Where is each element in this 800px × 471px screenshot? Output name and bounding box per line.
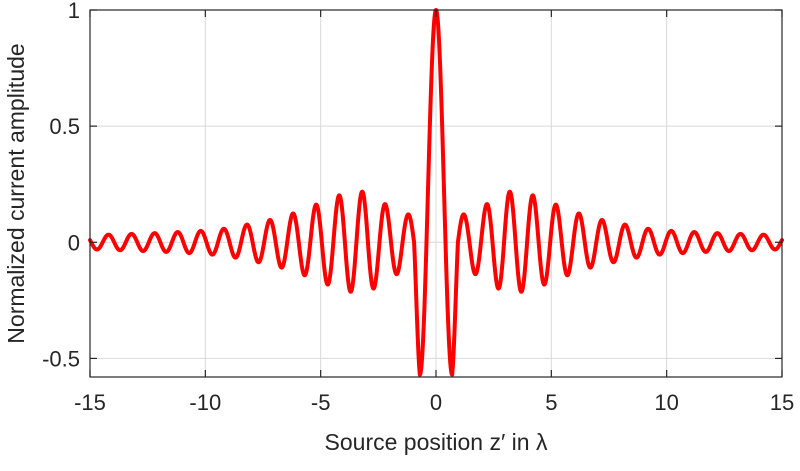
x-tick-label: -5 (311, 390, 331, 415)
y-tick-label: -0.5 (42, 346, 80, 371)
grid (89, 9, 783, 377)
x-tick-labels: -15 -10 -5 0 5 10 15 (74, 390, 794, 415)
x-tick-label: 15 (770, 390, 794, 415)
y-tick-label: 0.5 (49, 114, 80, 139)
x-tick-label: -15 (74, 390, 106, 415)
y-tick-labels: -0.5 0 0.5 1 (42, 0, 80, 371)
y-tick-label: 1 (68, 0, 80, 23)
y-axis-label: Normalized current amplitude (3, 43, 29, 343)
y-tick-label: 0 (68, 230, 80, 255)
x-axis-label: Source position z′ in λ (325, 429, 548, 455)
x-tick-label: 10 (654, 390, 678, 415)
x-tick-label: 0 (430, 390, 442, 415)
ticks (89, 9, 783, 377)
x-tick-label: 5 (545, 390, 557, 415)
x-tick-label: -10 (189, 390, 221, 415)
